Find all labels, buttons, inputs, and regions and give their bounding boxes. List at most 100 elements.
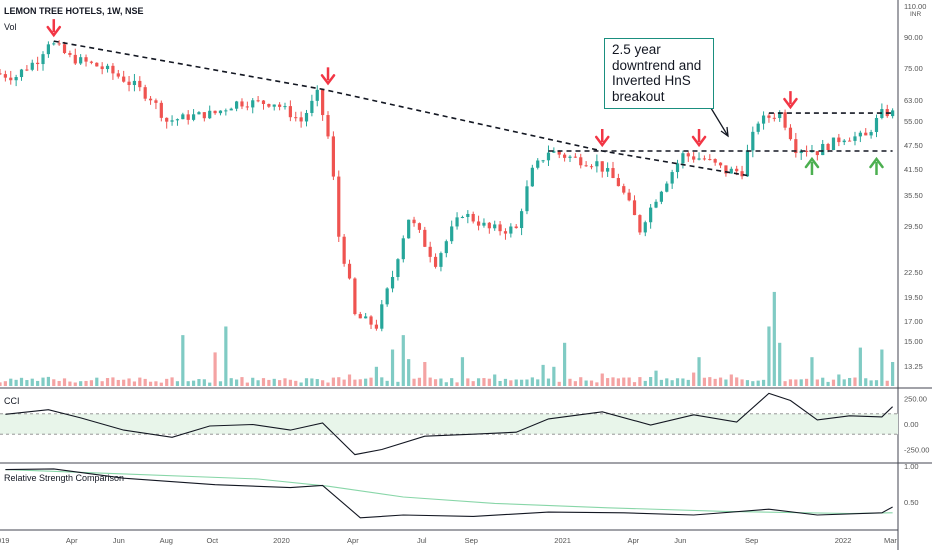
candle-down: [25, 69, 29, 71]
volume-bar: [36, 380, 40, 386]
candle-down: [708, 159, 712, 161]
volume-bar: [116, 379, 120, 386]
volume-bar: [433, 379, 438, 386]
candle-down: [837, 137, 841, 143]
candle-up: [132, 80, 137, 86]
volume-bar: [390, 349, 395, 386]
volume-bar: [79, 381, 83, 386]
price-tick-label: 55.00: [904, 117, 923, 126]
price-tick-label: 19.50: [904, 293, 923, 302]
rsc-label: Relative Strength Comparison: [4, 473, 125, 483]
candle-down: [84, 57, 88, 62]
volume-bar: [127, 378, 131, 386]
candle-down: [864, 132, 868, 136]
candle-up: [756, 123, 760, 132]
volume-bar: [783, 381, 787, 386]
cci-line: [5, 392, 893, 456]
candle-up: [191, 114, 196, 120]
candle-up: [396, 259, 400, 278]
volume-bar: [62, 378, 67, 386]
candle-down: [632, 200, 637, 216]
volume-bar: [632, 382, 637, 386]
volume-bar: [288, 379, 292, 386]
volume-bar: [568, 378, 572, 386]
candle-up: [821, 143, 825, 156]
candle-down: [186, 114, 190, 120]
volume-bar: [407, 359, 411, 386]
candle-up: [46, 44, 50, 55]
volume-bar: [25, 380, 29, 386]
volume-bar: [788, 379, 793, 386]
candle-down: [579, 157, 583, 166]
candle-up: [439, 253, 443, 267]
volume-bar: [869, 380, 873, 386]
symbol-title: LEMON TREE HOTELS, 1W, NSE: [4, 6, 144, 16]
volume-bar: [0, 382, 2, 386]
candle-down: [57, 43, 61, 45]
candle-up: [654, 201, 658, 208]
volume-bar: [708, 377, 712, 386]
volume-bar: [428, 377, 432, 386]
time-tick-label: Mar: [884, 536, 897, 545]
candle-up: [493, 224, 497, 229]
volume-bar: [552, 366, 556, 386]
volume-bar: [541, 364, 545, 386]
time-tick-label: Apr: [66, 536, 78, 545]
candle-down: [772, 117, 776, 119]
candle-down: [417, 223, 422, 230]
candles-group: [0, 40, 895, 332]
candle-up: [552, 151, 556, 153]
candle-up: [675, 163, 680, 173]
volume-bar: [563, 342, 567, 386]
candle-up: [385, 288, 389, 305]
volume-bar: [654, 370, 658, 386]
time-tick-label: 2021: [554, 536, 571, 545]
candle-up: [729, 168, 733, 174]
candle-down: [611, 168, 615, 179]
volume-bar: [579, 377, 583, 386]
candle-down: [213, 110, 217, 114]
volume-bar: [649, 377, 653, 386]
volume-bar: [778, 342, 782, 386]
candle-down: [347, 263, 352, 279]
volume-bar: [326, 382, 330, 386]
arrow-head: [46, 25, 62, 38]
candle-up: [697, 158, 701, 160]
candle-down: [627, 192, 631, 201]
volume-bar: [315, 379, 319, 386]
volume-bar: [347, 374, 352, 386]
volume-bar: [30, 378, 34, 386]
candle-down: [342, 236, 346, 264]
volume-bar: [342, 379, 346, 386]
volume-bar: [73, 382, 77, 386]
price-tick-label: 110.00: [904, 2, 926, 11]
volume-bar: [837, 374, 841, 386]
volume-bar: [476, 378, 481, 386]
cci-tick-label: 0.00: [904, 420, 919, 429]
candle-up: [536, 160, 540, 168]
price-tick-label: 13.25: [904, 362, 923, 371]
candle-down: [514, 226, 518, 229]
volume-bar: [181, 335, 185, 386]
volume-bar: [665, 378, 669, 386]
candle-up: [229, 108, 233, 111]
candle-down: [62, 44, 67, 54]
candle-down: [0, 73, 2, 75]
candle-up: [52, 43, 56, 45]
candle-up: [670, 172, 674, 184]
volume-bar: [100, 381, 104, 386]
candle-down: [288, 106, 292, 118]
rsc-smoothed-line: [5, 469, 893, 515]
volume-bar: [132, 381, 137, 386]
candle-up: [761, 115, 766, 124]
volume-bar: [767, 326, 771, 386]
volume-bar: [84, 380, 88, 386]
arrow-head: [804, 156, 820, 169]
volume-bar: [396, 381, 400, 386]
candle-down: [374, 324, 379, 329]
candle-down: [240, 101, 244, 107]
time-tick-label: Oct: [206, 536, 219, 545]
volume-bar: [885, 380, 889, 386]
